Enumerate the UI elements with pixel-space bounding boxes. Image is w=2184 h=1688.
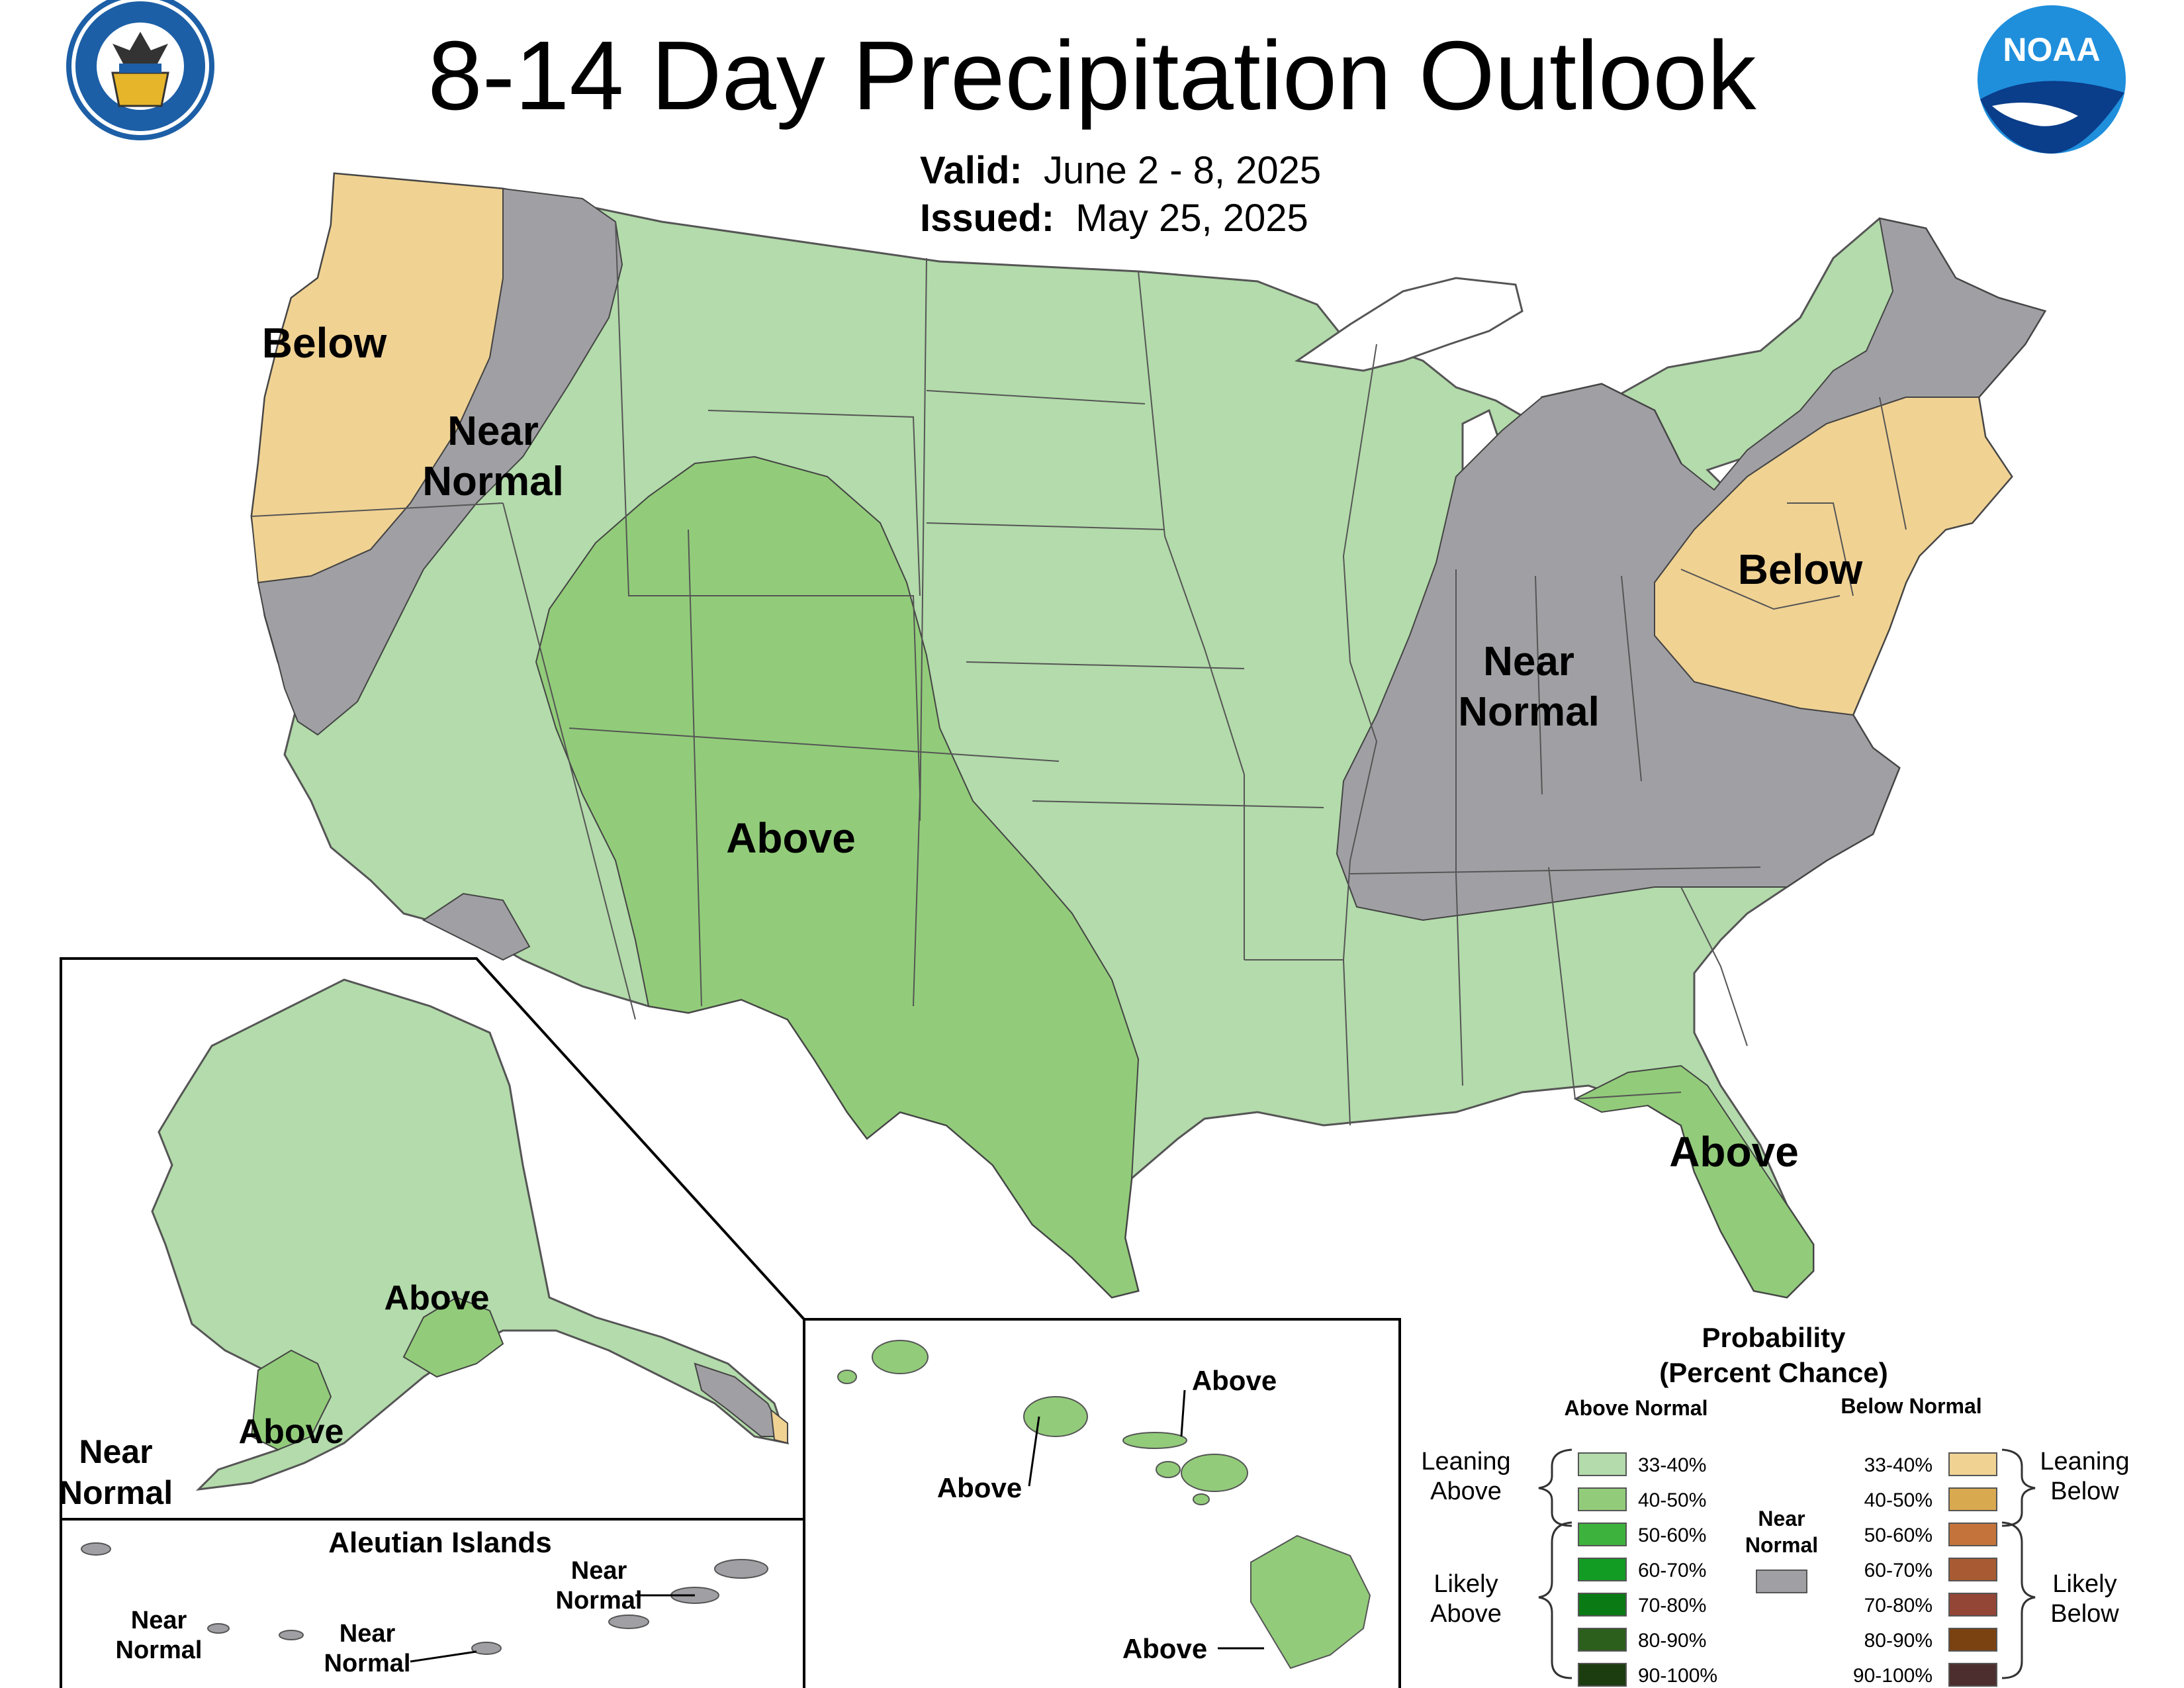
legend-leaning-above-1: Leaning [1421,1448,1510,1476]
issued-line: Issued: May 25, 2025 [920,195,1321,242]
alaska-label-above-1: Above [385,1279,490,1317]
aleutian-near-b-1: Near [340,1620,396,1648]
hawaii-label-above-3: Above [1122,1633,1207,1664]
legend-below-swatch-1 [1948,1452,1997,1476]
hawaii-label-above-1: Above [1192,1365,1277,1396]
aleutian-near-a-1: Near [131,1607,187,1634]
legend-above-bin-label-4: 60-70% [1638,1560,1706,1581]
label-west-below: Below [262,319,387,367]
legend-below-bin-label-6: 80-90% [1864,1630,1933,1652]
legend-above-swatch-6 [1578,1628,1627,1652]
legend-title-1: Probability [1702,1322,1846,1353]
commerce-seal-logo [66,0,214,140]
page-title: 8-14 Day Precipitation Outlook [428,21,1756,130]
valid-dates: June 2 - 8, 2025 [1043,149,1322,192]
legend-braces [1538,1448,2036,1679]
legend-below-swatches: 33-40% 40-50% 50-60% 60-70% 70-80% 80-90% 90-1… [1853,1452,1997,1687]
legend-above-swatch-2 [1578,1487,1627,1511]
aleutian-near-c-1: Near [571,1557,627,1585]
below-33-40-west [250,172,504,584]
legend-above-swatch-5 [1578,1593,1627,1617]
legend-near-normal-1: Near [1758,1507,1805,1530]
legend-above-bin-label-3: 50-60% [1638,1524,1706,1546]
legend-likely-above-2: Above [1430,1600,1502,1628]
legend-below-swatch-5 [1948,1593,1997,1617]
legend-leaning-below-1: Leaning [2040,1448,2129,1476]
legend-below-bin-label-5: 70-80% [1864,1595,1933,1617]
legend-below-bin-label-1: 33-40% [1864,1454,1933,1476]
legend-above-swatches: 33-40% 40-50% 50-60% 60-70% 70-80% 80-90% 90-1… [1578,1452,1717,1687]
label-east-near-2: Normal [1458,689,1600,735]
legend-above-swatch-3 [1578,1523,1627,1546]
legend-below-swatch-6 [1948,1628,1997,1652]
alaska-panhandle-below [770,1408,788,1444]
alaska-panhandle-near [694,1362,786,1437]
legend-below-bin-label-2: 40-50% [1864,1489,1933,1511]
legend-near-normal-swatch [1756,1570,1807,1593]
legend-below-bin-label-7: 90-100% [1853,1665,1933,1687]
validity-block: Valid: June 2 - 8, 2025 Issued: May 25, … [920,147,1321,242]
legend-near-normal-2: Normal [1745,1533,1818,1557]
alaska-label-above-2: Above [239,1413,344,1451]
label-east-near-1: Near [1483,639,1574,684]
legend-below-bin-label-3: 50-60% [1864,1524,1933,1546]
legend-likely-below-1: Likely [2052,1570,2116,1598]
legend-leaning-above-2: Above [1430,1477,1502,1505]
legend-above-bin-label-7: 90-100% [1638,1665,1717,1687]
alaska-label-near-1: Near [79,1433,152,1470]
legend-below-bin-label-4: 60-70% [1864,1560,1933,1581]
hawaii-islands [837,1340,1371,1669]
label-west-near-2: Normal [422,459,564,504]
legend-above-bin-label-6: 80-90% [1638,1630,1706,1652]
legend-likely-below-2: Below [2050,1600,2119,1628]
legend-above-swatch-4 [1578,1558,1627,1581]
above-40-50-florida [1573,1064,1814,1299]
near-normal-socal [422,892,531,961]
issued-date: May 25, 2025 [1075,197,1308,240]
hawaii-inset: Above Above Above [803,1318,1401,1688]
valid-line: Valid: June 2 - 8, 2025 [920,147,1321,195]
below-33-40-east [1654,397,2013,716]
alaska-inset: Above Above Near Normal Aleutian Islands… [59,957,805,1688]
above-40-50-central [535,455,1140,1299]
legend-title-2: (Percent Chance) [1659,1357,1888,1388]
aleutian-near-b-2: Normal [324,1650,411,1677]
label-west-near-1: Near [447,408,539,454]
noaa-logo-text: NOAA [2003,31,2100,68]
legend-above-header: Above Normal [1565,1396,1708,1420]
aleutian-near-a-2: Normal [116,1636,203,1664]
valid-label: Valid: [920,149,1023,192]
legend-above-bin-label-2: 40-50% [1638,1489,1706,1511]
issued-label: Issued: [920,197,1055,240]
alaska-above-patch-1 [402,1296,504,1378]
probability-legend: Probability (Percent Chance) Above Norma… [1421,1322,2130,1687]
aleutian-title: Aleutian Islands [328,1526,551,1559]
legend-likely-above-1: Likely [1433,1570,1498,1598]
alaska-above-patch-2 [250,1349,332,1451]
legend-above-bin-label-1: 33-40% [1638,1454,1706,1476]
conus-map: Below Near Normal Above Near Normal Belo… [250,172,2047,1299]
aleutian-near-c-2: Normal [556,1587,643,1615]
noaa-logo: NOAA [1978,5,2126,154]
label-central-above: Above [726,814,856,862]
legend-leaning-below-2: Below [2050,1477,2119,1505]
legend-below-swatch-4 [1948,1558,1997,1581]
state-boundaries [251,221,1907,1126]
hawaii-label-above-2: Above [937,1472,1022,1503]
legend-below-header: Below Normal [1841,1394,1981,1418]
legend-above-swatch-7 [1578,1663,1627,1687]
legend-below-swatch-2 [1948,1487,1997,1511]
alaska-label-near-2: Normal [59,1474,173,1511]
legend-above-bin-label-5: 70-80% [1638,1595,1706,1617]
label-east-below: Below [1738,545,1863,593]
label-florida-above: Above [1669,1128,1799,1176]
legend-above-swatch-1 [1578,1452,1627,1476]
lake-superior [1295,277,1524,372]
legend-below-swatch-3 [1948,1523,1997,1546]
legend-below-swatch-7 [1948,1663,1997,1687]
